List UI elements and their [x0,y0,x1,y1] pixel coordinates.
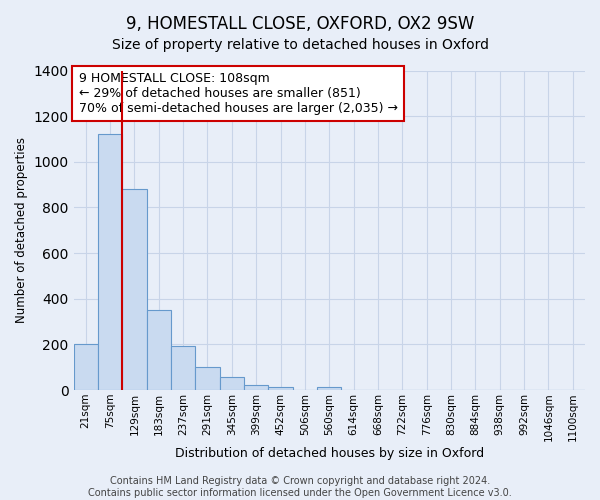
Bar [146,310,171,390]
Text: 9, HOMESTALL CLOSE, OXFORD, OX2 9SW: 9, HOMESTALL CLOSE, OXFORD, OX2 9SW [126,15,474,33]
Bar [317,386,341,390]
Y-axis label: Number of detached properties: Number of detached properties [15,138,28,324]
Bar [122,189,146,390]
X-axis label: Distribution of detached houses by size in Oxford: Distribution of detached houses by size … [175,447,484,460]
Bar [171,346,196,390]
Text: Contains HM Land Registry data © Crown copyright and database right 2024.
Contai: Contains HM Land Registry data © Crown c… [88,476,512,498]
Bar [268,386,293,390]
Bar [74,344,98,390]
Bar [220,378,244,390]
Bar [244,385,268,390]
Text: 9 HOMESTALL CLOSE: 108sqm
← 29% of detached houses are smaller (851)
70% of semi: 9 HOMESTALL CLOSE: 108sqm ← 29% of detac… [79,72,398,115]
Text: Size of property relative to detached houses in Oxford: Size of property relative to detached ho… [112,38,488,52]
Bar [98,134,122,390]
Bar [196,367,220,390]
